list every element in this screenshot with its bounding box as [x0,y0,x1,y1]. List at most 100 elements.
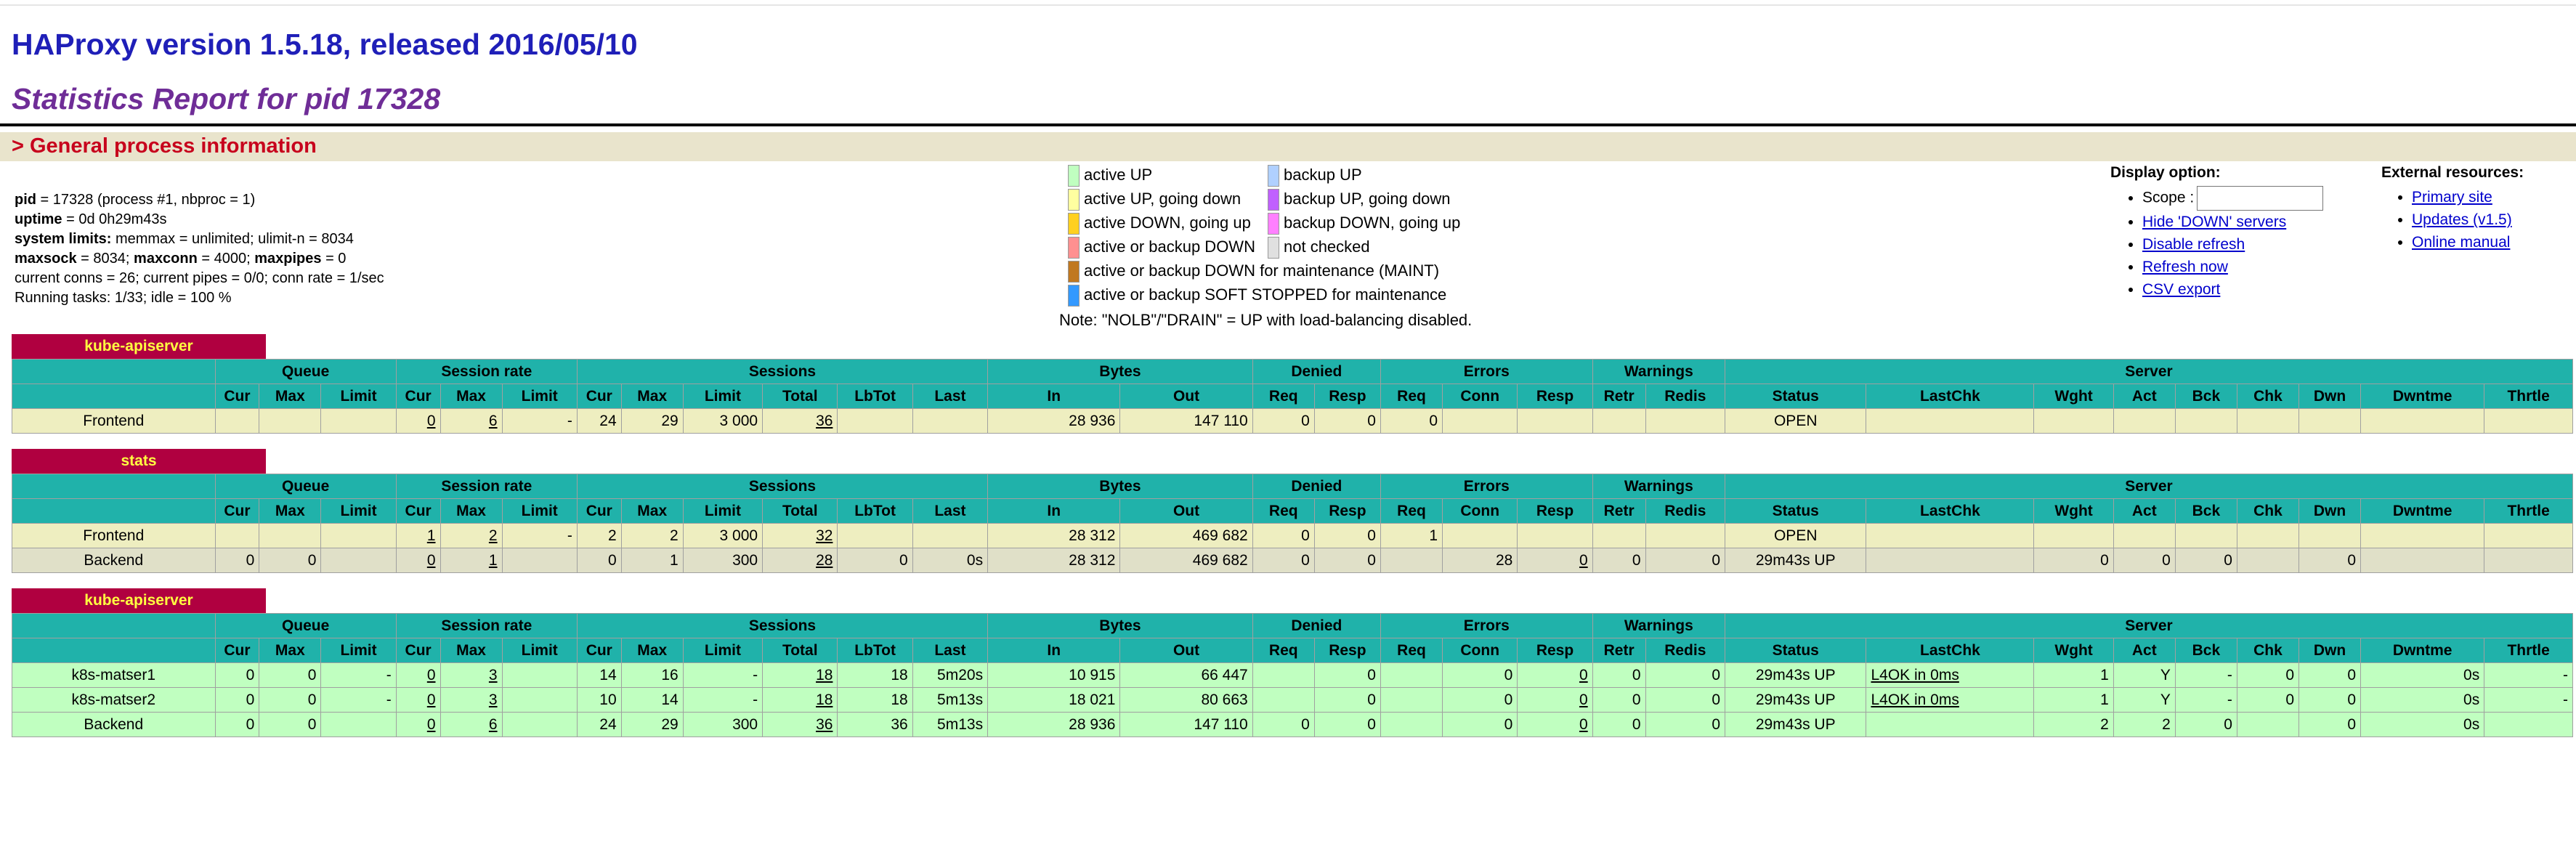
column-group-header: Bytes [987,474,1253,499]
cell-value: 36 [891,715,908,733]
cell-value: 0s [2463,666,2480,683]
cell-value: 16 [661,666,679,683]
table-cell: 32 [762,523,838,548]
table-cell: 0 [1252,712,1315,737]
cell-value: 0 [2347,551,2357,569]
column-header: Last [912,638,989,663]
cell-value: 0 [1301,715,1310,733]
table-cell [501,712,578,737]
table-cell: - [682,662,764,688]
hide-down-link[interactable]: Hide 'DOWN' servers [2142,214,2287,230]
cell-value: 28 936 [1069,412,1116,429]
row-name[interactable]: Backend [12,712,216,737]
column-header: Out [1119,384,1253,409]
table-cell: 36 [837,712,913,737]
proxy-name[interactable]: kube-apiserver [12,588,266,613]
table-cell: 29 [620,712,684,737]
table-cell [1866,712,2035,737]
cell-value: - [2227,666,2232,683]
table-cell: 1 [1380,523,1443,548]
column-header: Chk [2236,638,2300,663]
table-cell: 0 [2298,662,2362,688]
column-header: Conn [1442,638,1518,663]
online-manual-link[interactable]: Online manual [2412,234,2511,251]
table-cell [1645,408,1726,434]
table-cell: 0 [214,687,260,713]
cell-value: 0 [1504,666,1513,683]
legend-swatch [1268,189,1279,211]
table-cell: 0 [837,548,913,573]
proxy-name[interactable]: kube-apiserver [12,334,266,359]
legend-swatch [1068,165,1080,187]
cell-value: 0 [426,551,436,569]
table-cell: 0 [1517,687,1593,713]
cell-value: 0 [1579,715,1588,733]
scope-input[interactable] [2197,186,2324,211]
column-header: Cur [395,498,441,524]
cell-value: 0 [1367,551,1376,569]
list-item: Hide 'DOWN' servers [2142,211,2323,233]
row-name[interactable]: Frontend [12,523,216,548]
cell-value: 0 [307,551,317,569]
table-cell: 14 [620,687,684,713]
table-cell [2484,408,2573,434]
column-header: Thrtle [2484,498,2573,524]
table-cell: 28 [1442,548,1518,573]
cell-value: 0 [1712,666,1720,683]
column-header: Cur [214,638,260,663]
table-cell [501,687,578,713]
table-cell: 2 [440,523,503,548]
column-header: Req [1380,638,1443,663]
scope-item: Scope : [2142,186,2324,211]
header-cell [12,474,216,499]
cell-value: Backend [84,715,144,733]
table-cell: 0s [2360,662,2485,688]
cell-value: 0 [1579,666,1588,683]
cell-value: 2 [607,527,617,544]
row-name[interactable]: k8s-matser1 [12,662,216,688]
column-group-header: Errors [1380,359,1593,384]
table-cell: 0 [1517,662,1593,688]
refresh-now-link[interactable]: Refresh now [2142,259,2228,275]
table-cell [1866,408,2035,434]
cell-value: 29m43s UP [1755,715,1836,733]
cell-value: - [386,666,392,683]
row-name[interactable]: k8s-matser2 [12,687,216,713]
column-header: Wght [2033,384,2114,409]
table-cell: OPEN [1724,408,1867,434]
cell-value: 3 000 [719,527,758,544]
header-cell [12,638,216,663]
table-cell: - [2174,662,2237,688]
table-cell: 0 [395,408,441,434]
cell-value: 36 [816,412,833,429]
table-cell: 0 [1592,712,1646,737]
table-cell [2113,523,2176,548]
csv-export-link[interactable]: CSV export [2142,281,2221,298]
column-group-header: Queue [214,474,397,499]
column-group-header: Denied [1252,474,1381,499]
proxy-name[interactable]: stats [12,449,266,474]
table-cell [2298,523,2362,548]
table-cell: 1 [440,548,503,573]
row-name[interactable]: Frontend [12,408,216,434]
primary-site-link[interactable]: Primary site [2412,189,2492,206]
table-cell: 28 936 [987,408,1121,434]
row-name[interactable]: Backend [12,548,216,573]
updates-link[interactable]: Updates (v1.5) [2412,211,2512,228]
table-cell: 0 [1313,662,1381,688]
cell-value: 28 [816,551,833,569]
disable-refresh-link[interactable]: Disable refresh [2142,236,2245,253]
column-header: Limit [320,638,397,663]
table-cell: 18 [837,662,913,688]
table-row: Backend 0 0 0 6 24 29 300 36 36 5m13s 28 936 147 110… [12,712,2573,737]
column-header: Limit [682,498,764,524]
cell-value: 1 [2100,666,2109,683]
column-group-header: Denied [1252,613,1381,638]
table-cell: L4OK in 0ms [1866,662,2035,688]
table-cell [2360,548,2485,573]
list-item: CSV export [2142,278,2323,301]
cell-value: Y [2160,691,2171,708]
cell-value: 0 [2224,715,2232,733]
column-header: Out [1119,498,1253,524]
column-header: Dwntme [2360,498,2485,524]
